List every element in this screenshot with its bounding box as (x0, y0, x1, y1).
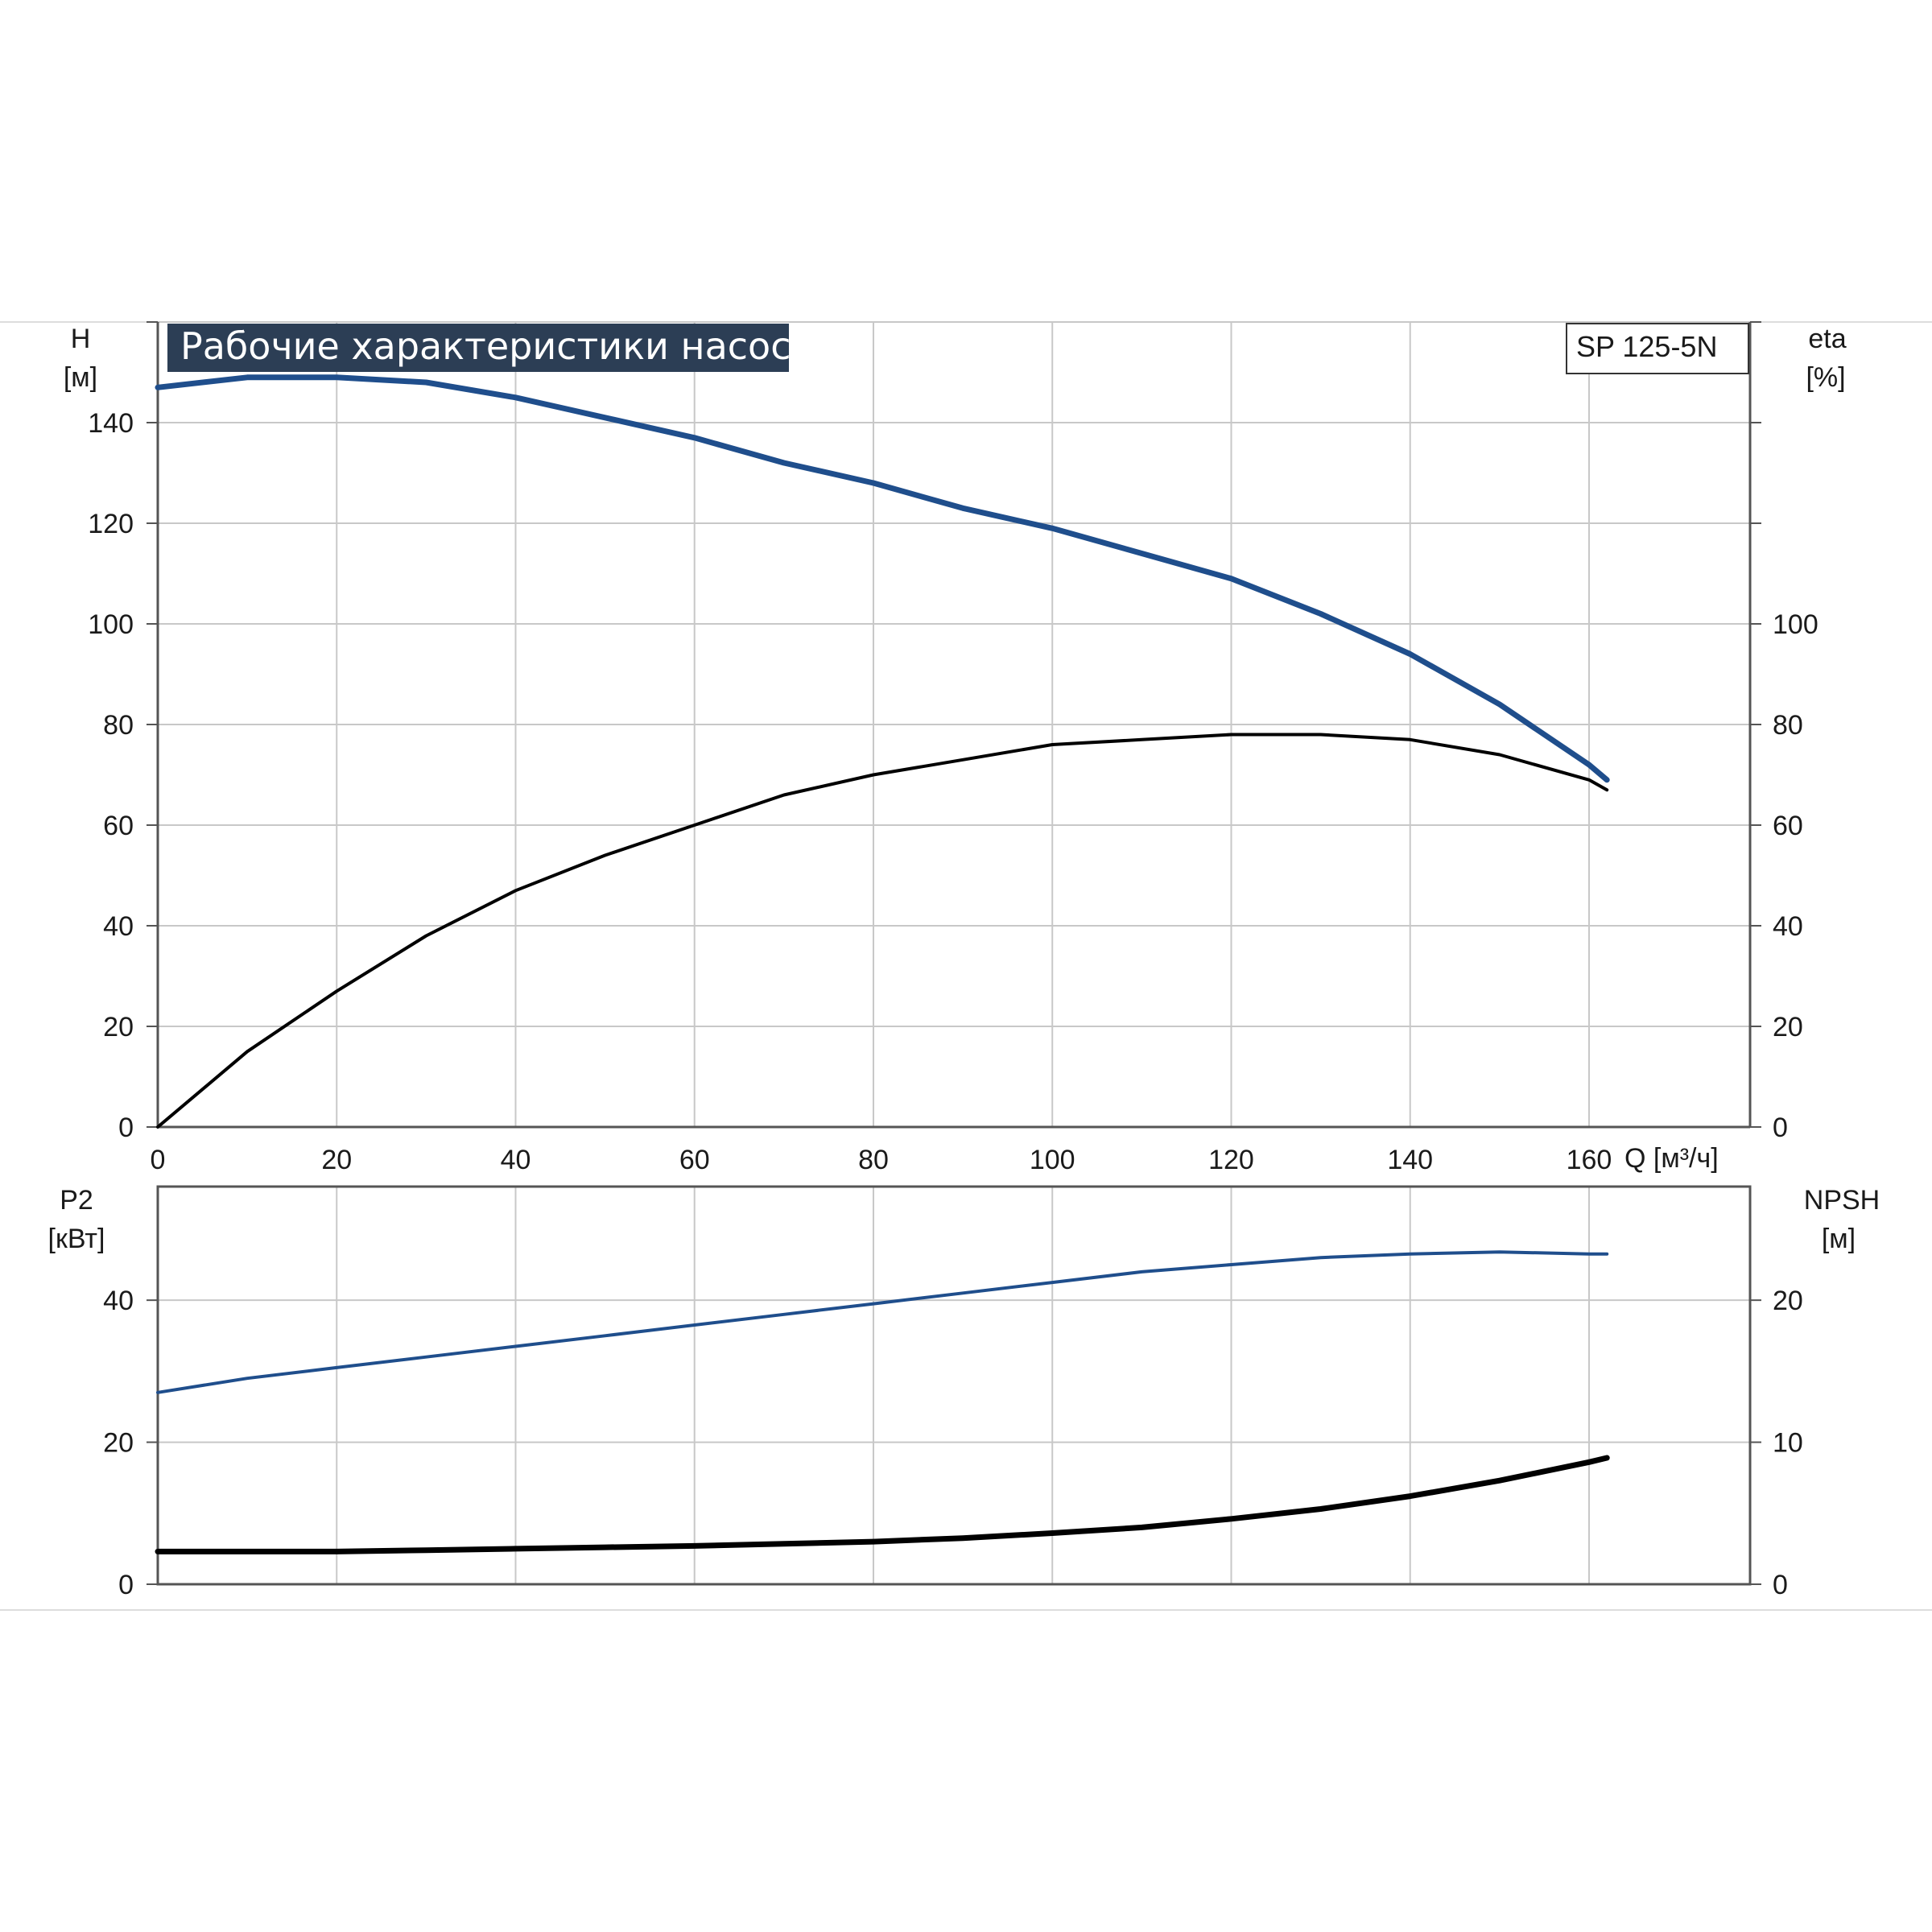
bottom-frame (156, 1185, 1752, 1586)
model-label: SP 125-5N (1576, 330, 1717, 363)
npsh-tick-label: 10 (1773, 1428, 1803, 1459)
power-axis-unit: [кВт] (48, 1224, 105, 1254)
model-label-box (1566, 323, 1749, 374)
bottom-axes (147, 1185, 1761, 1586)
efficiency-tick-label: 0 (1773, 1113, 1788, 1143)
efficiency-axis-title: eta (1808, 324, 1846, 354)
head-tick-label: 100 (88, 609, 134, 640)
flow-tick-label: 160 (1567, 1145, 1612, 1175)
head-tick-label: 40 (103, 911, 134, 942)
power-tick-label: 40 (103, 1286, 134, 1316)
efficiency-curve (156, 733, 1609, 1129)
flow-tick-label: 80 (858, 1145, 889, 1175)
power-npsh-panel: 0 20 40 0 10 20 P2 [кВт] NPSH [м] (48, 1185, 1880, 1600)
efficiency-tick-label: 100 (1773, 609, 1818, 640)
bottom-grid (158, 1187, 1750, 1584)
efficiency-tick-label: 60 (1773, 811, 1803, 841)
top-grid (158, 321, 1750, 1127)
power-tick-label: 0 (118, 1570, 134, 1600)
head-efficiency-panel: 0 20 40 60 80 100 120 140 0 20 40 60 80 100 0 20 40 60 80 1… (64, 321, 1847, 1175)
flow-axis-title: Q [м³/ч] (1624, 1143, 1719, 1174)
head-tick-label: 140 (88, 408, 134, 439)
top-series (155, 374, 1610, 1129)
npsh-axis-unit: [м] (1822, 1224, 1856, 1254)
power-axis-title: P2 (60, 1185, 93, 1216)
npsh-axis-title: NPSH (1804, 1185, 1880, 1216)
head-axis-title: H (71, 324, 91, 354)
npsh-tick-label: 0 (1773, 1570, 1788, 1600)
efficiency-tick-label: 80 (1773, 710, 1803, 741)
head-tick-label: 60 (103, 811, 134, 841)
power-curve (156, 1250, 1609, 1394)
efficiency-tick-label: 40 (1773, 911, 1803, 942)
efficiency-axis-unit: [%] (1806, 362, 1845, 393)
head-tick-label: 0 (118, 1113, 134, 1143)
npsh-tick-label: 20 (1773, 1286, 1803, 1316)
bottom-series (155, 1250, 1610, 1554)
flow-tick-label: 40 (501, 1145, 531, 1175)
efficiency-tick-label: 20 (1773, 1012, 1803, 1042)
flow-tick-label: 0 (151, 1145, 166, 1175)
head-tick-label: 20 (103, 1012, 134, 1042)
top-tick-labels: 0 20 40 60 80 100 120 140 0 20 40 60 80 100 0 20 40 60 80 1… (88, 408, 1818, 1175)
top-axes (147, 321, 1761, 1129)
flow-tick-label: 140 (1387, 1145, 1433, 1175)
head-curve (155, 374, 1610, 783)
power-tick-label: 20 (103, 1428, 134, 1459)
flow-tick-label: 120 (1208, 1145, 1254, 1175)
head-tick-label: 120 (88, 509, 134, 539)
npsh-curve (155, 1455, 1610, 1554)
head-tick-label: 80 (103, 710, 134, 741)
head-axis-unit: [м] (64, 362, 97, 393)
flow-tick-label: 60 (679, 1145, 710, 1175)
chart-title: Рабочие характеристики насоса (180, 324, 814, 368)
flow-tick-label: 20 (321, 1145, 352, 1175)
bottom-tick-labels: 0 20 40 0 10 20 (103, 1286, 1803, 1600)
flow-tick-label: 100 (1030, 1145, 1075, 1175)
chart-title-box (167, 324, 789, 372)
